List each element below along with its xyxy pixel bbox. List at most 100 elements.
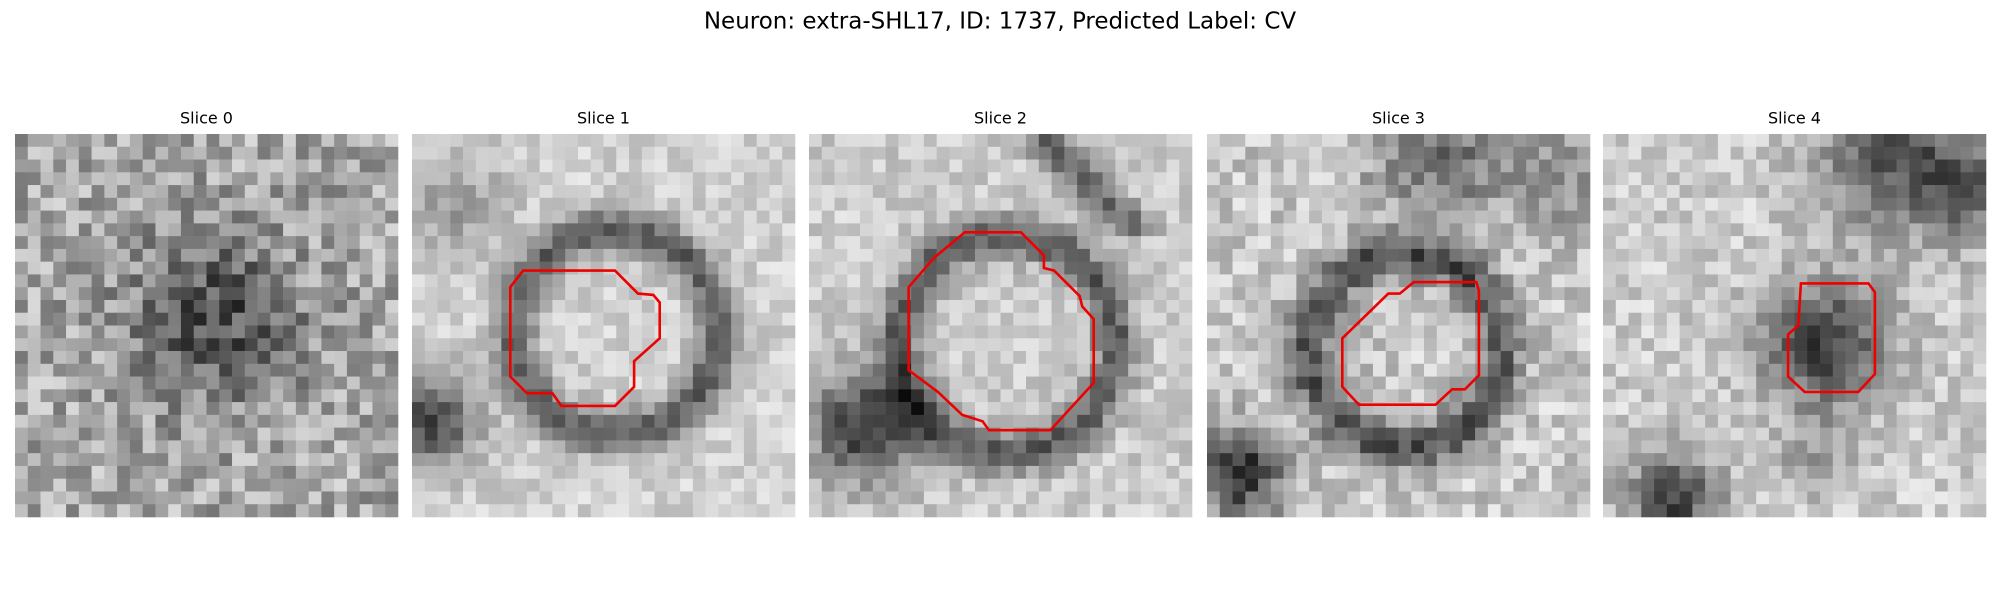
pixel [1641,414,1655,428]
pixel [1896,299,1910,314]
pixel [1089,236,1103,250]
pixel [1051,504,1065,518]
pixel [1051,427,1065,441]
pixel [1398,210,1412,224]
pixel [501,261,515,275]
pixel [424,440,438,454]
pixel [667,478,681,492]
pixel [565,261,579,275]
pixel [809,185,823,199]
pixel [1283,440,1297,454]
pixel [168,376,182,390]
pixel [1436,465,1450,479]
pixel [1679,414,1693,428]
pixel [1705,504,1719,518]
pixel [923,185,937,199]
pixel [1115,325,1129,339]
pixel [949,299,963,314]
pixel [1449,389,1463,403]
pixel [1462,491,1476,505]
pixel [1526,312,1540,326]
pixel [1347,287,1361,301]
pixel [834,261,848,275]
pixel [244,389,258,403]
pixel [1026,465,1040,479]
pixel [129,427,143,441]
pixel [1487,338,1501,352]
pixel [743,389,757,403]
pixel [1666,210,1680,224]
pixel [1551,274,1565,288]
pixel [847,159,861,173]
pixel [27,274,41,288]
pixel [1258,402,1272,416]
pixel [321,261,335,275]
pixel [1756,427,1770,441]
pixel [193,134,207,148]
pixel [117,504,131,518]
pixel [488,427,502,441]
pixel [641,363,655,377]
pixel [1140,402,1154,416]
pixel [1128,172,1142,186]
pixel [1705,299,1719,314]
pixel [949,134,963,148]
pixel [372,248,386,262]
pixel [718,274,732,288]
pixel [539,491,553,505]
pixel [1896,491,1910,505]
pixel [539,299,553,314]
pixel [809,197,823,211]
pixel [1500,389,1514,403]
pixel [1296,325,1310,339]
pixel [1973,478,1987,492]
pixel [1654,287,1668,301]
pixel [1641,159,1655,173]
pixel [257,299,271,314]
pixel [1360,440,1374,454]
pixel [270,274,284,288]
pixel [412,299,426,314]
pixel [1077,236,1091,250]
pixel [1372,325,1387,339]
pixel [66,491,80,505]
pixel [1475,338,1489,352]
pixel [308,159,322,173]
pixel [1102,287,1116,301]
pixel [27,159,41,173]
pixel [1219,248,1233,262]
pixel [629,248,643,262]
pixel [987,210,1001,224]
pixel [1089,248,1103,262]
pixel [1960,351,1974,365]
pixel [1064,414,1078,428]
pixel [334,185,348,199]
pixel [1051,491,1065,505]
pixel [155,504,169,518]
pixel [860,134,874,148]
pixel [437,236,451,250]
pixel [270,146,284,160]
pixel [872,465,886,479]
pixel [1871,376,1885,390]
pixel [1077,325,1091,339]
pixel [346,236,360,250]
pixel [1013,210,1027,224]
pixel [1692,491,1706,505]
pixel [616,248,630,262]
pixel [1166,338,1180,352]
pixel [1424,197,1438,211]
pixel [1026,491,1040,505]
pixel [488,338,502,352]
pixel [1717,491,1731,505]
pixel [705,414,719,428]
pixel [334,172,348,186]
pixel [1219,465,1233,479]
pixel [1283,299,1297,314]
pixel [321,453,335,467]
pixel [1845,146,1859,160]
pixel [168,491,182,505]
pixel [731,376,745,390]
pixel [1077,376,1091,390]
pixel [1115,312,1129,326]
